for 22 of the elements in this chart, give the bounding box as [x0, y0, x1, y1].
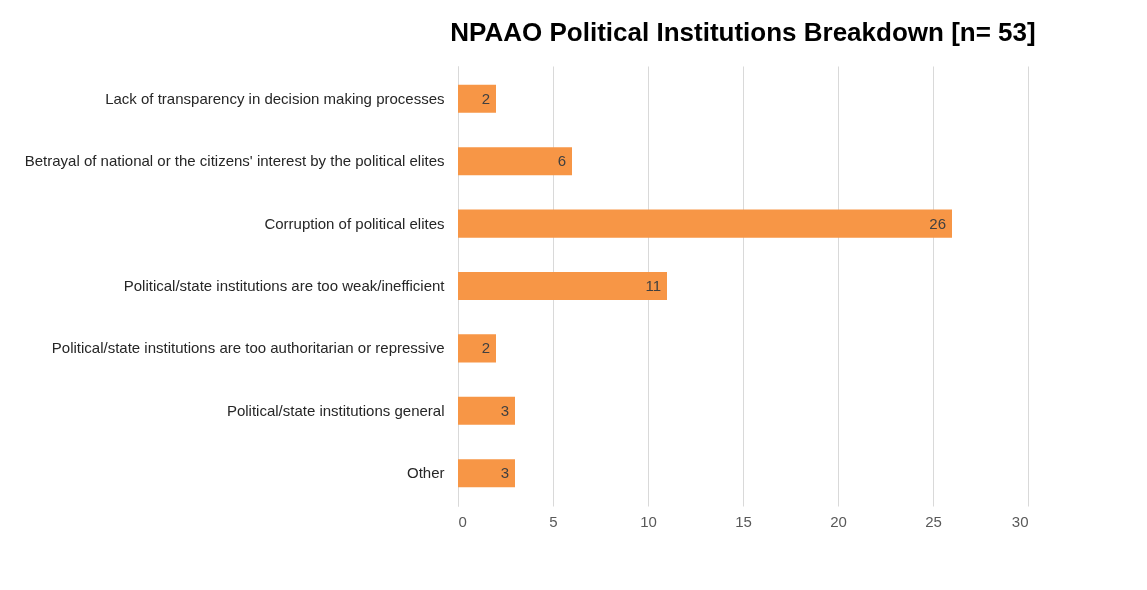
x-tick-label: 5: [549, 512, 558, 530]
data-label: 6: [557, 152, 566, 170]
x-tick-label: 30: [1011, 512, 1029, 530]
data-label: 2: [481, 339, 490, 357]
chart-title: NPAAO Political Institutions Breakdown [n= 53]: [450, 17, 1036, 47]
x-tick-label: 0: [458, 512, 467, 530]
data-label: 3: [500, 464, 509, 482]
y-tick-label: Political/state institutions general: [226, 401, 445, 419]
y-tick-label: Political/state institutions are too weak/inefficient: [123, 277, 446, 294]
data-label: 11: [645, 277, 661, 294]
data-label: 3: [500, 401, 509, 419]
y-tick-label: Corruption of political elites: [264, 214, 445, 232]
y-tick-label: Betrayal of national or the citizens' interest by the political elites: [24, 152, 445, 170]
x-tick-label: 10: [640, 512, 657, 530]
x-tick-label: 15: [735, 512, 752, 530]
y-tick-label: Other: [406, 464, 445, 482]
x-tick-label: 20: [830, 512, 847, 530]
data-label: 2: [481, 89, 490, 107]
y-tick-label: Political/state institutions are too authoritarian or repressive: [51, 339, 445, 357]
data-label: 26: [929, 214, 946, 232]
y-tick-label: Lack of transparency in decision making processes: [105, 89, 445, 107]
x-tick-label: 25: [925, 512, 942, 530]
